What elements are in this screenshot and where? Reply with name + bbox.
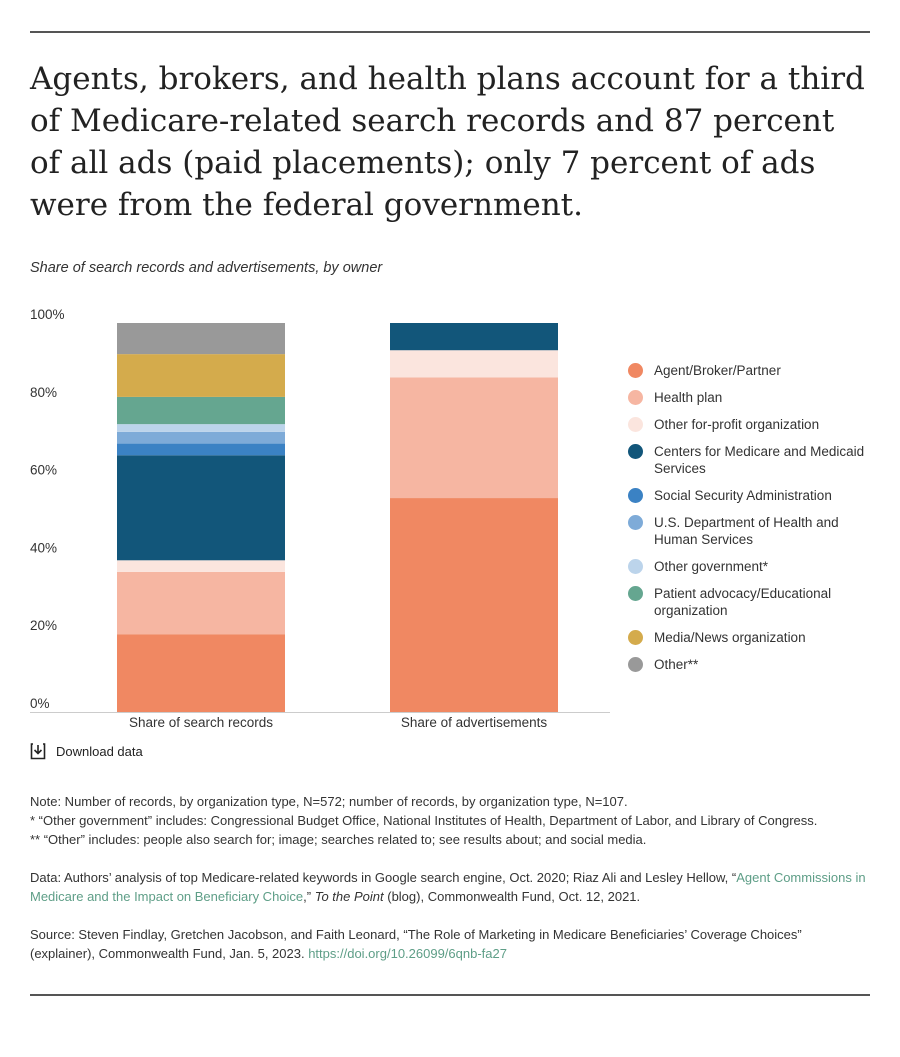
legend-item: Centers for Medicare and Medicaid Servic…: [628, 443, 878, 477]
bar-segment: [390, 350, 558, 378]
y-tick-label: 60%: [30, 463, 57, 478]
legend-item: U.S. Department of Health and Human Serv…: [628, 514, 878, 548]
note-other-government: * “Other government” includes: Congressi…: [30, 813, 818, 828]
data-credit: Data: Authors’ analysis of top Medicare-…: [30, 868, 870, 906]
note-other: ** “Other” includes: people also search …: [30, 832, 647, 847]
data-link[interactable]: Agent Commissions in Medicare and the Im…: [30, 870, 866, 904]
bar-segment: [117, 571, 285, 635]
legend-swatch: [628, 363, 643, 378]
data-text: Data: Authors’ analysis of top Medicare-…: [30, 870, 737, 885]
bar-segment: [390, 323, 558, 351]
legend-swatch: [628, 630, 643, 645]
bar-segment: [117, 354, 285, 397]
legend-label: Other for-profit organization: [654, 417, 820, 432]
source-credit: Source: Steven Findlay, Gretchen Jacobso…: [30, 925, 870, 963]
bar-segment: [117, 634, 285, 712]
y-tick-label: 100%: [30, 307, 65, 322]
bottom-rule: [30, 994, 870, 996]
bar-segment: [390, 377, 558, 499]
data-text-post: (blog), Commonwealth Fund, Oct. 12, 2021…: [383, 889, 641, 904]
x-category-label: Share of search records: [129, 715, 273, 730]
bar-segment: [117, 323, 285, 355]
legend-swatch: [628, 657, 643, 672]
legend-label: Patient advocacy/Educational organizatio…: [654, 586, 832, 618]
legend-item: Health plan: [628, 389, 878, 406]
legend-label: Media/News organization: [654, 630, 806, 645]
legend-label: U.S. Department of Health and Human Serv…: [654, 515, 839, 547]
download-data-button[interactable]: Download data: [30, 742, 143, 760]
legend-item: Other for-profit organization: [628, 416, 878, 433]
x-category-label: Share of advertisements: [401, 715, 548, 730]
bar-segment: [117, 560, 285, 572]
y-tick-label: 80%: [30, 385, 57, 400]
y-tick-label: 20%: [30, 618, 57, 633]
legend-label: Other government*: [654, 559, 769, 574]
legend-label: Centers for Medicare and Medicaid Servic…: [654, 444, 865, 476]
legend-swatch: [628, 488, 643, 503]
legend-swatch: [628, 390, 643, 405]
bar-segment: [117, 455, 285, 561]
legend-label: Health plan: [654, 390, 723, 405]
note-text: Note: Number of records, by organization…: [30, 794, 628, 809]
data-text-mid: ,”: [303, 889, 315, 904]
legend-item: Media/News organization: [628, 629, 878, 646]
chart-subtitle: Share of search records and advertisemen…: [30, 260, 383, 276]
legend-swatch: [628, 417, 643, 432]
legend-label: Agent/Broker/Partner: [654, 363, 781, 378]
bar-segment: [117, 431, 285, 444]
legend-swatch: [628, 515, 643, 530]
legend-swatch: [628, 444, 643, 459]
source-link[interactable]: https://doi.org/10.26099/6qnb-fa27: [308, 946, 507, 961]
legend-label: Social Security Administration: [654, 488, 832, 503]
stacked-bar-chart: 0% 20% 40% 60% 80% 100% Share of search record…: [30, 307, 610, 730]
notes: Note: Number of records, by organization…: [30, 792, 870, 849]
bar-segment: [117, 443, 285, 456]
bar-segment: [390, 498, 558, 712]
bar-segment: [117, 424, 285, 432]
legend-swatch: [628, 586, 643, 601]
source-text: Source: Steven Findlay, Gretchen Jacobso…: [30, 927, 802, 961]
legend-item: Social Security Administration: [628, 487, 878, 504]
blog-name: To the Point: [314, 889, 384, 904]
legend-item: Patient advocacy/Educational organizatio…: [628, 585, 878, 619]
top-rule: [30, 31, 870, 33]
legend: Agent/Broker/Partner Health plan Other for…: [628, 362, 878, 683]
bar-segment: [117, 396, 285, 425]
legend-item: Other government*: [628, 558, 878, 575]
legend-label: Other**: [654, 657, 699, 672]
y-tick-label: 40%: [30, 540, 57, 555]
download-icon: [30, 743, 46, 760]
legend-item: Agent/Broker/Partner: [628, 362, 878, 379]
chart-title: Agents, brokers, and health plans accoun…: [30, 61, 865, 223]
legend-swatch: [628, 559, 643, 574]
y-tick-label: 0%: [30, 696, 50, 711]
download-label: Download data: [56, 743, 143, 759]
legend-item: Other**: [628, 656, 878, 673]
